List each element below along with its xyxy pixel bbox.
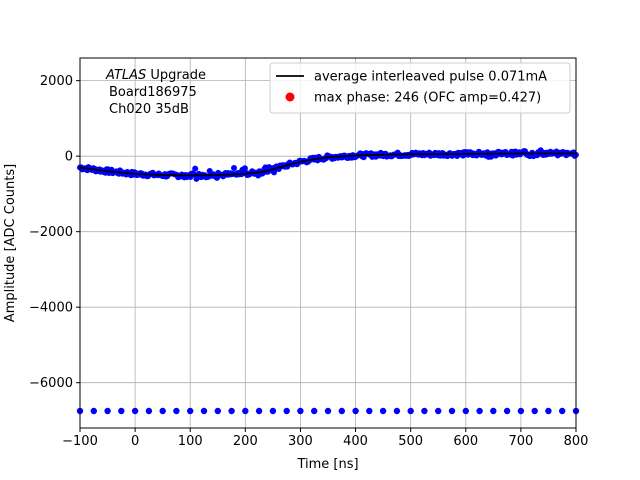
y-tick-label: −6000 bbox=[29, 376, 73, 391]
x-tick-label: −100 bbox=[62, 434, 98, 449]
plot-frame bbox=[79, 57, 577, 429]
y-tick-label: 2000 bbox=[40, 74, 73, 89]
baseline-point bbox=[118, 407, 125, 415]
baseline-point bbox=[366, 407, 373, 415]
baseline-point bbox=[90, 407, 98, 415]
baseline-point bbox=[559, 407, 566, 415]
y-tick-label: −4000 bbox=[29, 301, 73, 316]
y-axis-label: Amplitude [ADC Counts] bbox=[3, 164, 18, 322]
baseline-point bbox=[173, 407, 180, 415]
x-tick-label: 800 bbox=[564, 434, 589, 449]
baseline-point bbox=[503, 407, 511, 415]
baseline-point bbox=[297, 407, 304, 415]
grid-lines bbox=[80, 58, 576, 428]
legend-marker-swatch bbox=[285, 92, 295, 102]
baseline-point bbox=[421, 407, 428, 415]
y-tick-label: −2000 bbox=[29, 225, 73, 240]
baseline-point bbox=[545, 407, 552, 415]
scatter-point bbox=[192, 165, 199, 172]
x-tick-label: 500 bbox=[398, 434, 423, 449]
annotation-board: Board186975 bbox=[109, 85, 197, 100]
baseline-point bbox=[379, 407, 387, 415]
x-tick-label: 700 bbox=[508, 434, 533, 449]
baseline-point bbox=[200, 407, 208, 415]
baseline-point bbox=[517, 407, 525, 415]
baseline-point bbox=[159, 407, 166, 415]
baseline-point bbox=[476, 407, 483, 415]
baseline-point bbox=[131, 407, 139, 415]
baseline-point bbox=[187, 407, 194, 415]
scatter-point bbox=[231, 165, 237, 171]
x-tick-label: 100 bbox=[178, 434, 203, 449]
pulse-line bbox=[79, 152, 576, 177]
baseline-point bbox=[407, 407, 414, 415]
legend-entry-pulse: average interleaved pulse 0.071mA bbox=[314, 70, 547, 85]
baseline-point bbox=[242, 407, 249, 415]
baseline-point bbox=[338, 407, 345, 415]
x-tick-label: 300 bbox=[288, 434, 313, 449]
x-tick-label: 600 bbox=[453, 434, 478, 449]
baseline-point bbox=[283, 407, 290, 415]
x-tick-label: 200 bbox=[233, 434, 258, 449]
baseline-point bbox=[228, 407, 235, 415]
annotation-atlas: ATLAS bbox=[105, 68, 146, 83]
baseline-point bbox=[531, 407, 538, 415]
legend-entry-max-phase: max phase: 246 (OFC amp=0.427) bbox=[314, 91, 541, 106]
annotation-line-1: ATLAS Upgrade bbox=[105, 68, 206, 83]
y-axis-ticks: −6000 −4000 −2000 0 2000 bbox=[29, 74, 80, 391]
baseline-point bbox=[393, 407, 401, 415]
baseline-point bbox=[311, 407, 318, 415]
baseline-point bbox=[448, 407, 456, 415]
y-tick-label: 0 bbox=[65, 150, 73, 165]
baseline-point bbox=[462, 407, 469, 415]
annotation-block: ATLAS Upgrade Board186975 Ch020 35dB bbox=[105, 68, 206, 117]
baseline-point bbox=[324, 407, 332, 415]
baseline-point bbox=[104, 407, 111, 415]
baseline-point bbox=[255, 407, 263, 415]
baseline-point bbox=[214, 407, 221, 415]
annotation-channel: Ch020 35dB bbox=[109, 102, 189, 117]
baseline-point bbox=[269, 407, 277, 415]
annotation-upgrade: Upgrade bbox=[146, 68, 206, 83]
legend: average interleaved pulse 0.071mA max ph… bbox=[269, 62, 571, 114]
scatter-point bbox=[241, 165, 248, 172]
baseline-point bbox=[145, 407, 153, 415]
baseline-point bbox=[435, 407, 442, 415]
baseline-point bbox=[490, 407, 497, 415]
baseline-point bbox=[352, 407, 359, 415]
x-axis-label: Time [ns] bbox=[296, 457, 358, 472]
x-tick-label: 400 bbox=[343, 434, 368, 449]
x-axis-ticks: −100 0 100 200 300 400 500 600 700 800 bbox=[62, 428, 588, 449]
average-pulse-line bbox=[79, 152, 576, 177]
x-tick-label: 0 bbox=[131, 434, 139, 449]
legend-box bbox=[269, 62, 571, 114]
scatter-point bbox=[271, 169, 277, 176]
